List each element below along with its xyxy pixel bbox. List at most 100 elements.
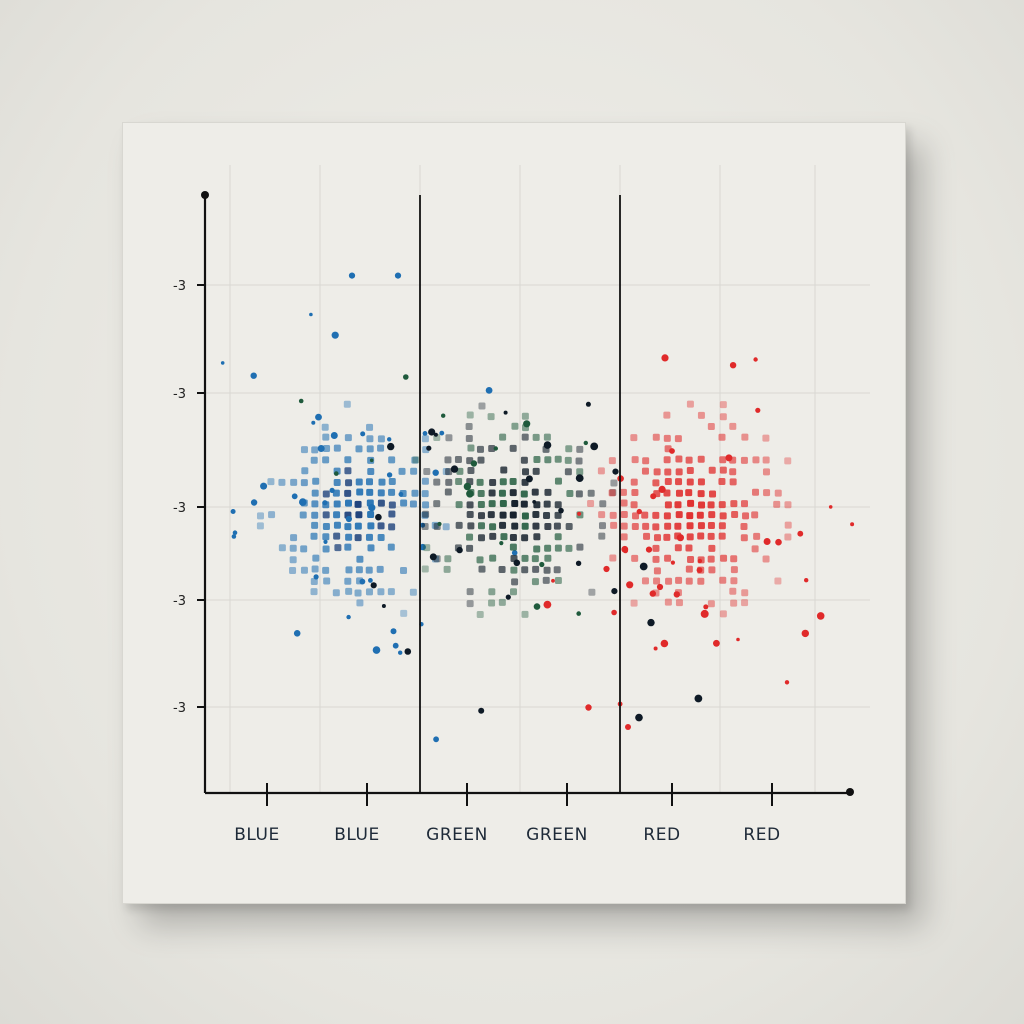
data-point <box>387 442 395 451</box>
data-point <box>309 312 313 317</box>
data-point <box>653 577 661 585</box>
data-point <box>674 501 682 509</box>
data-point <box>344 577 352 585</box>
data-point <box>301 467 309 475</box>
data-point <box>544 544 552 552</box>
data-point <box>444 555 452 563</box>
data-point <box>583 440 588 446</box>
data-point <box>256 512 264 520</box>
data-point <box>686 533 694 541</box>
data-point <box>367 522 375 530</box>
data-point <box>697 455 705 463</box>
data-point <box>388 523 396 531</box>
data-point <box>620 510 628 518</box>
data-point <box>454 455 462 463</box>
data-point <box>367 467 375 475</box>
data-point <box>386 472 393 478</box>
data-point <box>377 444 385 452</box>
x-tick-label: GREEN <box>526 825 588 845</box>
data-point <box>355 478 363 486</box>
data-point <box>381 604 386 608</box>
data-point <box>521 534 529 542</box>
data-point <box>315 413 322 421</box>
data-point <box>576 611 581 616</box>
data-point <box>784 680 790 685</box>
data-point <box>372 646 381 654</box>
data-point <box>466 490 474 498</box>
data-point <box>348 272 356 279</box>
data-point <box>387 543 395 551</box>
data-point <box>543 600 552 609</box>
data-point <box>708 466 716 474</box>
data-point <box>444 488 452 496</box>
data-point <box>675 511 683 519</box>
data-point <box>675 468 683 476</box>
data-point <box>377 499 385 507</box>
data-point <box>612 468 619 475</box>
data-point <box>719 466 727 474</box>
data-point <box>409 500 417 508</box>
data-point <box>653 468 661 476</box>
data-point <box>558 507 564 514</box>
data-point <box>543 441 552 449</box>
data-point <box>543 512 551 520</box>
data-point <box>456 546 463 554</box>
data-point <box>565 544 573 552</box>
data-point <box>708 511 716 519</box>
data-point <box>366 423 374 431</box>
data-point <box>412 456 420 464</box>
data-point <box>719 413 727 421</box>
data-point <box>675 576 683 584</box>
data-point <box>631 488 639 496</box>
data-point <box>322 500 328 506</box>
data-point <box>368 504 376 512</box>
data-point <box>333 500 341 508</box>
data-point <box>485 387 493 394</box>
data-point <box>753 357 758 362</box>
data-point <box>421 490 429 498</box>
data-point <box>360 431 366 437</box>
data-point <box>356 599 364 607</box>
data-point <box>664 501 672 509</box>
data-point <box>346 614 351 620</box>
data-point <box>622 548 629 554</box>
data-point <box>377 435 385 443</box>
data-point <box>398 650 403 655</box>
data-point <box>466 411 474 419</box>
data-point <box>499 511 507 519</box>
data-point <box>498 598 506 606</box>
data-point <box>322 533 330 541</box>
data-point <box>388 478 396 486</box>
data-point <box>423 544 431 552</box>
data-point <box>554 544 562 552</box>
data-point <box>784 457 792 465</box>
data-point <box>661 354 669 362</box>
data-point <box>488 588 496 596</box>
data-point <box>539 561 545 568</box>
data-point <box>511 550 518 556</box>
data-point <box>740 500 748 508</box>
data-point <box>729 362 737 369</box>
data-point <box>575 490 583 498</box>
data-point <box>521 610 529 618</box>
data-point <box>377 588 385 596</box>
data-point <box>626 581 634 589</box>
data-point <box>663 456 671 464</box>
data-point <box>740 456 748 464</box>
data-point <box>625 724 631 730</box>
data-point <box>366 445 374 453</box>
y-tick-label: -3 <box>173 501 186 516</box>
data-point <box>642 522 650 530</box>
data-point <box>703 604 709 610</box>
data-point <box>466 588 474 596</box>
data-point <box>730 566 738 574</box>
data-point <box>664 554 672 562</box>
data-point <box>311 489 319 497</box>
data-point <box>697 411 705 419</box>
data-point <box>331 331 339 339</box>
data-point <box>696 511 704 519</box>
data-point <box>565 522 573 530</box>
data-point <box>590 442 599 451</box>
data-point <box>421 522 429 530</box>
data-point <box>488 500 496 508</box>
